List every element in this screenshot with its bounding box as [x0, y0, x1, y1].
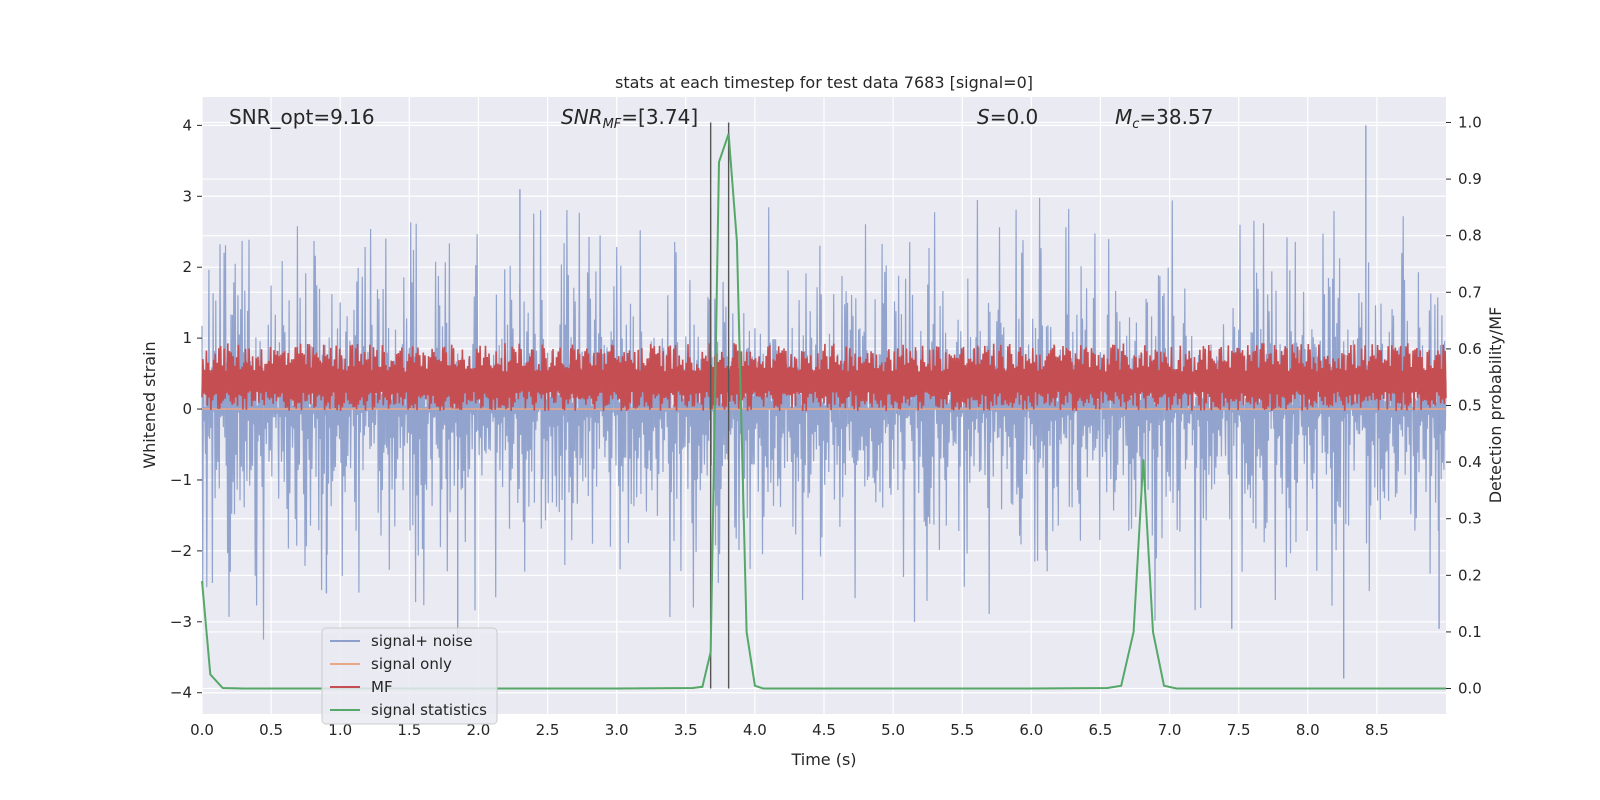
- x-tick-label: 3.0: [605, 721, 629, 739]
- y-tick-label-left: −4: [170, 684, 192, 702]
- y-tick-label-right: 0.7: [1458, 283, 1482, 301]
- x-tick-label: 6.5: [1089, 721, 1113, 739]
- x-tick-label: 4.0: [743, 721, 767, 739]
- y-tick-label-right: 0.4: [1458, 453, 1482, 471]
- x-axis-label: Time (s): [790, 750, 856, 769]
- x-tick-label: 1.0: [328, 721, 352, 739]
- legend-label-signal-only: signal only: [371, 655, 452, 673]
- y-tick-label-right: 0.3: [1458, 510, 1482, 528]
- x-tick-label: 8.5: [1365, 721, 1389, 739]
- legend: signal+ noise signal only MF signal stat…: [321, 627, 498, 725]
- x-tick-label: 5.0: [881, 721, 905, 739]
- annotation-snr-mf: SNRMF=[3.74]: [561, 105, 698, 132]
- vertical-markers: [709, 122, 730, 689]
- legend-box: [321, 627, 498, 725]
- x-tick-label: 4.5: [812, 721, 836, 739]
- x-tick-label: 1.5: [397, 721, 421, 739]
- x-tick-label: 7.5: [1227, 721, 1251, 739]
- x-tick-label: 2.0: [467, 721, 491, 739]
- y-axis-left-label: Whitened strain: [140, 341, 159, 468]
- x-tick-label: 2.5: [536, 721, 560, 739]
- mf-series: [201, 343, 1447, 412]
- annotation-mc: Mc=38.57: [1115, 105, 1213, 132]
- x-tick-label: 0.5: [259, 721, 283, 739]
- x-tick-label: 7.0: [1158, 721, 1182, 739]
- y-tick-label-left: 1: [182, 329, 192, 347]
- chart-title: stats at each timestep for test data 768…: [615, 73, 1033, 92]
- legend-label-mf: MF: [371, 678, 393, 696]
- y-tick-label-left: 3: [182, 187, 192, 205]
- y-tick-label-right: 0.5: [1458, 397, 1482, 415]
- annotation-snr-opt: SNR_opt=9.16: [229, 105, 375, 129]
- y-tick-label-right: 0.8: [1458, 227, 1482, 245]
- x-tick-label: 0.0: [190, 721, 214, 739]
- y-tick-label-left: 0: [182, 400, 192, 418]
- mf-line: [201, 343, 1447, 412]
- x-tick-label: 5.5: [950, 721, 974, 739]
- y-axis-right-label: Detection probability/MF: [1486, 307, 1505, 504]
- y-tick-label-right: 0.6: [1458, 340, 1482, 358]
- y-tick-label-right: 0.9: [1458, 170, 1482, 188]
- y-tick-label-left: −2: [170, 542, 192, 560]
- x-tick-label: 3.5: [674, 721, 698, 739]
- y-tick-label-right: 0.2: [1458, 566, 1482, 584]
- y-tick-label-right: 0.0: [1458, 680, 1482, 698]
- y-tick-label-right: 1.0: [1458, 113, 1482, 131]
- legend-label-signal-statistics: signal statistics: [371, 701, 487, 719]
- y-tick-label-left: −3: [170, 613, 192, 631]
- y-tick-label-left: −1: [170, 471, 192, 489]
- y-tick-label-left: 4: [182, 116, 192, 134]
- annotation-s: S=0.0: [977, 105, 1038, 129]
- x-tick-label: 6.0: [1019, 721, 1043, 739]
- y-tick-label-left: 2: [182, 258, 192, 276]
- y-tick-label-right: 0.1: [1458, 623, 1482, 641]
- legend-label-signal-noise: signal+ noise: [371, 632, 473, 650]
- x-tick-label: 8.0: [1296, 721, 1320, 739]
- axis-ticks: 0.0 0.5 1.0 1.5 2.0 2.5 3.0 3.5 4.0 4.5 5.0 5.5 6.0 6…: [170, 113, 1482, 739]
